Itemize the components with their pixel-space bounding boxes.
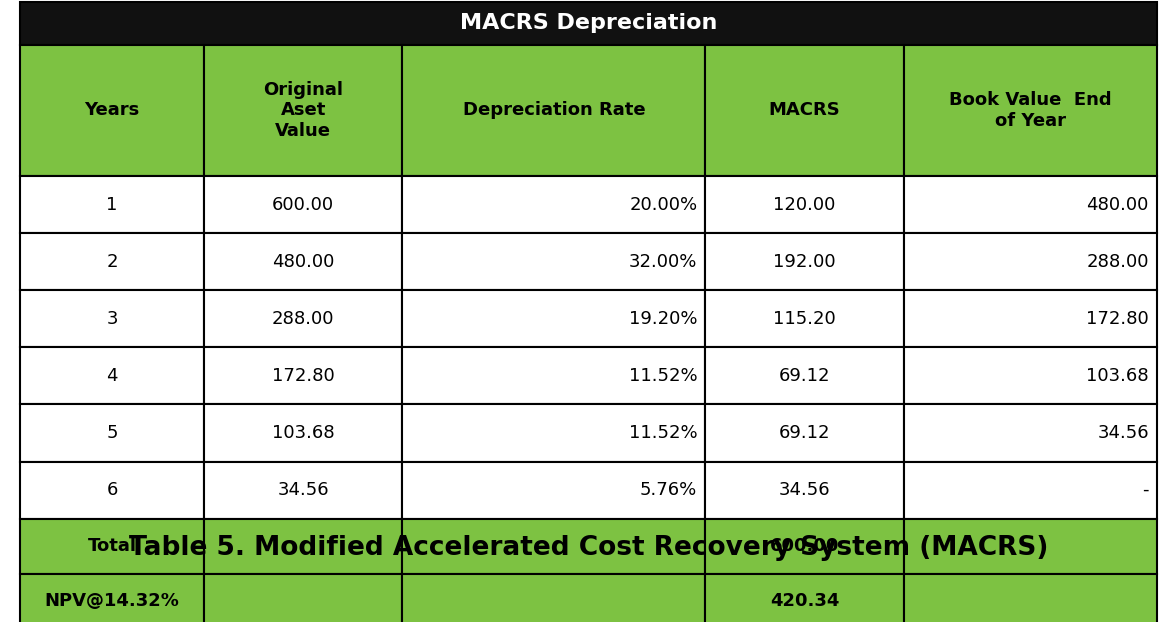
Bar — [403, 404, 705, 462]
Bar — [204, 462, 403, 519]
Bar — [204, 45, 403, 176]
Bar — [403, 233, 705, 290]
Bar — [20, 347, 204, 404]
Text: Table 5. Modified Accelerated Cost Recovery System (MACRS): Table 5. Modified Accelerated Cost Recov… — [129, 535, 1048, 561]
Bar — [20, 2, 1157, 45]
Bar — [403, 574, 705, 622]
Text: 6: 6 — [107, 481, 118, 499]
Bar — [705, 519, 904, 574]
Bar — [705, 347, 904, 404]
Bar — [403, 290, 705, 347]
Bar — [204, 519, 403, 574]
Text: 172.80: 172.80 — [271, 367, 335, 385]
Bar — [204, 290, 403, 347]
Text: -: - — [1142, 481, 1149, 499]
Text: 420.34: 420.34 — [770, 593, 839, 610]
Text: 103.68: 103.68 — [271, 424, 335, 442]
Bar — [904, 519, 1157, 574]
Text: 34.56: 34.56 — [277, 481, 329, 499]
Bar — [904, 347, 1157, 404]
Bar — [204, 404, 403, 462]
Bar — [705, 290, 904, 347]
Bar — [403, 45, 705, 176]
Text: 4: 4 — [107, 367, 118, 385]
Text: 115.20: 115.20 — [773, 310, 835, 328]
Text: MACRS: MACRS — [768, 101, 840, 119]
Bar — [705, 45, 904, 176]
Bar — [705, 233, 904, 290]
Bar — [705, 176, 904, 233]
Bar — [904, 233, 1157, 290]
Bar — [20, 290, 204, 347]
Bar — [20, 462, 204, 519]
Text: 11.52%: 11.52% — [629, 424, 697, 442]
Bar — [705, 404, 904, 462]
Bar — [20, 233, 204, 290]
Bar — [20, 404, 204, 462]
Text: 32.00%: 32.00% — [629, 253, 697, 271]
Text: 600.00: 600.00 — [770, 537, 839, 555]
Text: Total: Total — [88, 537, 136, 555]
Bar — [20, 176, 204, 233]
Text: Original
Aset
Value: Original Aset Value — [263, 81, 343, 140]
Bar — [20, 45, 204, 176]
Text: Years: Years — [85, 101, 140, 119]
Bar — [705, 574, 904, 622]
Bar — [403, 462, 705, 519]
Bar — [403, 347, 705, 404]
Text: 480.00: 480.00 — [273, 253, 335, 271]
Text: Book Value  End
of Year: Book Value End of Year — [949, 91, 1112, 130]
Text: 20.00%: 20.00% — [629, 196, 697, 213]
Text: 34.56: 34.56 — [779, 481, 831, 499]
Bar — [204, 347, 403, 404]
Bar — [904, 290, 1157, 347]
Bar — [204, 233, 403, 290]
Bar — [904, 176, 1157, 233]
Text: 34.56: 34.56 — [1097, 424, 1149, 442]
Text: 69.12: 69.12 — [779, 424, 831, 442]
Text: MACRS Depreciation: MACRS Depreciation — [459, 13, 717, 34]
Text: 19.20%: 19.20% — [629, 310, 697, 328]
Bar — [904, 45, 1157, 176]
Text: 600.00: 600.00 — [273, 196, 335, 213]
Bar — [204, 574, 403, 622]
Text: 5.76%: 5.76% — [640, 481, 697, 499]
Bar — [20, 519, 204, 574]
Text: 480.00: 480.00 — [1087, 196, 1149, 213]
Bar — [904, 404, 1157, 462]
Bar — [705, 462, 904, 519]
Bar — [204, 176, 403, 233]
Text: 288.00: 288.00 — [1087, 253, 1149, 271]
Text: Depreciation Rate: Depreciation Rate — [463, 101, 645, 119]
Text: 103.68: 103.68 — [1086, 367, 1149, 385]
Text: 192.00: 192.00 — [773, 253, 835, 271]
Text: 172.80: 172.80 — [1086, 310, 1149, 328]
Bar — [20, 574, 204, 622]
Bar — [403, 176, 705, 233]
Text: 1: 1 — [107, 196, 118, 213]
Text: 2: 2 — [107, 253, 118, 271]
Text: 69.12: 69.12 — [779, 367, 831, 385]
Text: 288.00: 288.00 — [271, 310, 335, 328]
Text: 120.00: 120.00 — [773, 196, 835, 213]
Bar — [403, 519, 705, 574]
Text: NPV@14.32%: NPV@14.32% — [45, 593, 180, 610]
Bar — [904, 574, 1157, 622]
Bar — [904, 462, 1157, 519]
Text: 3: 3 — [107, 310, 118, 328]
Text: 11.52%: 11.52% — [629, 367, 697, 385]
Text: 5: 5 — [107, 424, 118, 442]
